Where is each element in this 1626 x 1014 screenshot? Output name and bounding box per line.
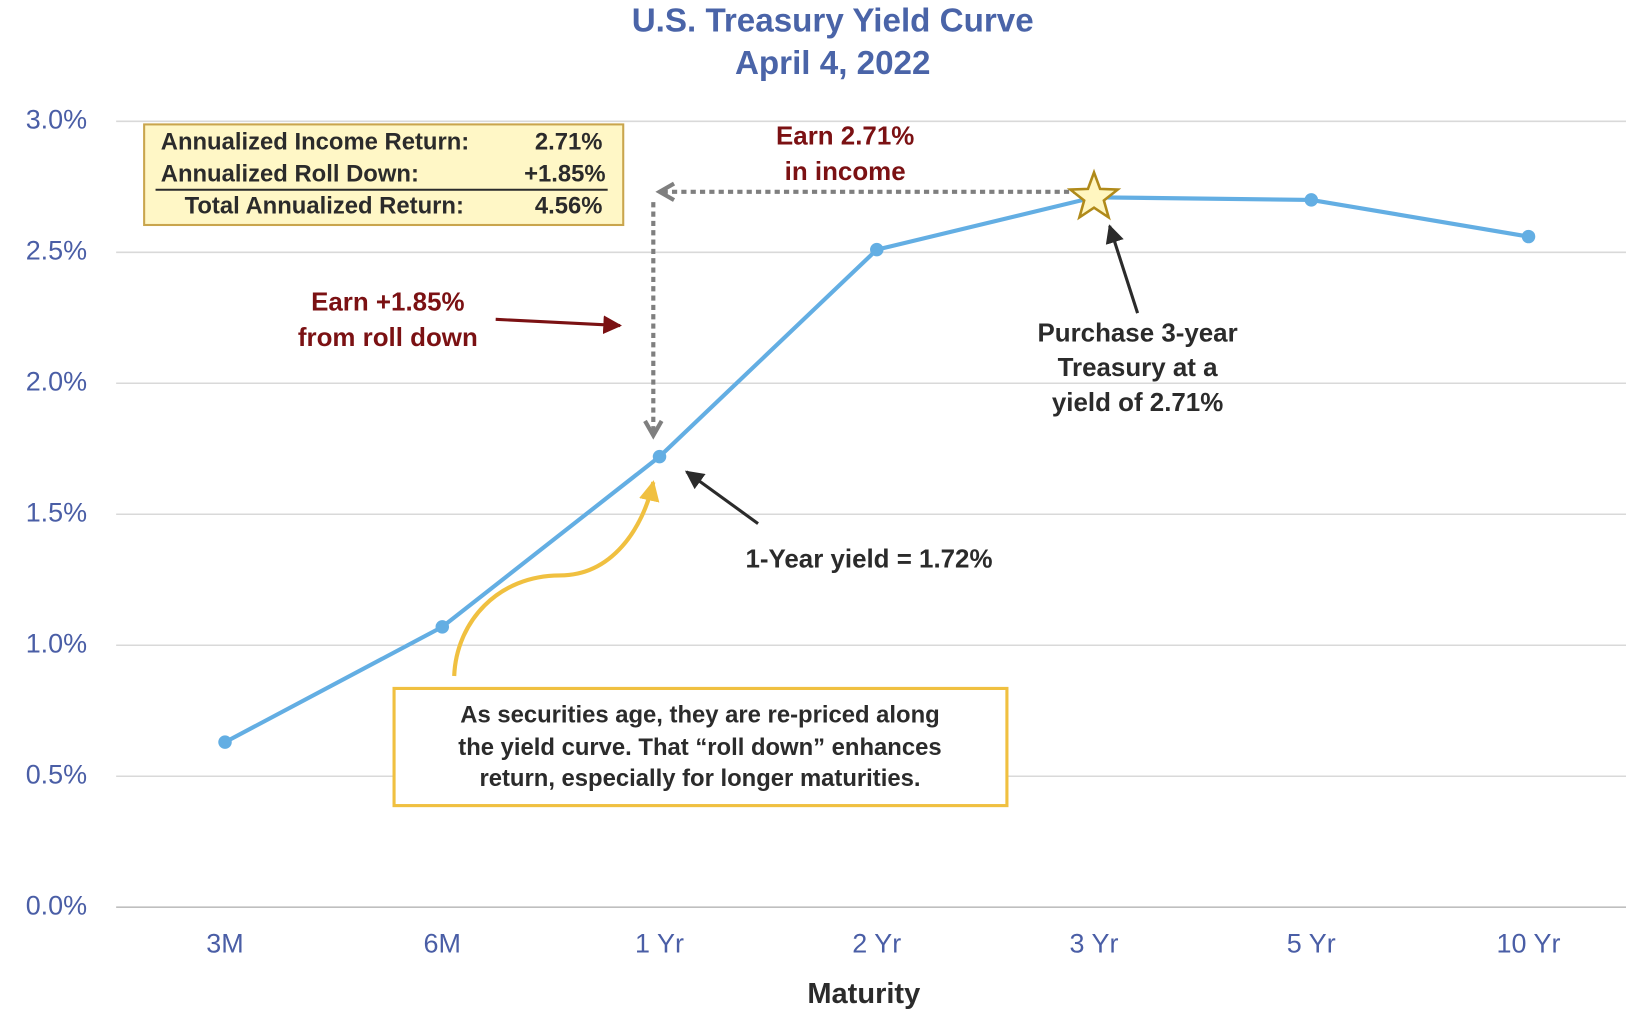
x-tick-label: 5 Yr bbox=[1287, 929, 1336, 959]
note-box bbox=[392, 686, 1009, 808]
info-box bbox=[143, 123, 625, 227]
annotation: Earn 2.71% bbox=[776, 123, 914, 151]
point bbox=[218, 735, 232, 749]
info-label: Annualized Roll Down: bbox=[161, 161, 419, 188]
info-value: 4.56% bbox=[535, 193, 603, 220]
chart-subtitle: April 4, 2022 bbox=[735, 45, 930, 82]
x-tick-label: 1 Yr bbox=[635, 929, 684, 959]
info-label: Total Annualized Return: bbox=[185, 193, 464, 220]
pointer-arrow bbox=[684, 470, 759, 525]
curved-arrow bbox=[452, 480, 660, 677]
pointer-arrow bbox=[1105, 224, 1140, 314]
annotation: in income bbox=[785, 158, 906, 186]
point bbox=[435, 620, 450, 634]
y-tick-label: 2.5% bbox=[26, 235, 87, 265]
y-tick-label: 0.5% bbox=[26, 759, 87, 789]
x-tick-label: 6M bbox=[424, 929, 461, 959]
y-tick-label: 2.0% bbox=[26, 366, 87, 396]
annotation: Earn +1.85% bbox=[311, 289, 464, 317]
note: the yield curve. That “roll down” enhanc… bbox=[458, 734, 941, 761]
point bbox=[652, 449, 667, 464]
chart-title: U.S. Treasury Yield Curve bbox=[632, 3, 1034, 40]
point bbox=[870, 242, 884, 257]
point bbox=[1521, 229, 1536, 244]
y-tick-label: 1.5% bbox=[26, 497, 87, 527]
annotation: Purchase 3-year bbox=[1037, 320, 1237, 348]
y-tick-label: 0.0% bbox=[26, 890, 87, 920]
pointer-arrow bbox=[495, 315, 622, 335]
note: return, especially for longer maturities… bbox=[479, 765, 920, 792]
note: As securities age, they are re-priced al… bbox=[460, 702, 939, 729]
series-line bbox=[224, 195, 1529, 745]
x-tick-label: 3 Yr bbox=[1070, 929, 1119, 959]
x-tick-label: 2 Yr bbox=[852, 929, 901, 959]
x-tick-label: 10 Yr bbox=[1497, 929, 1561, 959]
annotation: 1-Year yield = 1.72% bbox=[745, 546, 992, 574]
y-tick-label: 3.0% bbox=[26, 104, 87, 134]
info-value: +1.85% bbox=[524, 161, 605, 188]
x-axis-label: Maturity bbox=[807, 978, 920, 1010]
annotation: from roll down bbox=[298, 324, 478, 352]
star-marker bbox=[1066, 168, 1122, 221]
info-label: Annualized Income Return: bbox=[161, 128, 469, 155]
annotation: yield of 2.71% bbox=[1052, 389, 1223, 417]
info-value: 2.71% bbox=[535, 128, 603, 155]
point bbox=[1304, 193, 1319, 207]
y-tick-label: 1.0% bbox=[26, 628, 87, 658]
x-tick-label: 3M bbox=[206, 929, 243, 959]
annotation: Treasury at a bbox=[1058, 354, 1218, 382]
